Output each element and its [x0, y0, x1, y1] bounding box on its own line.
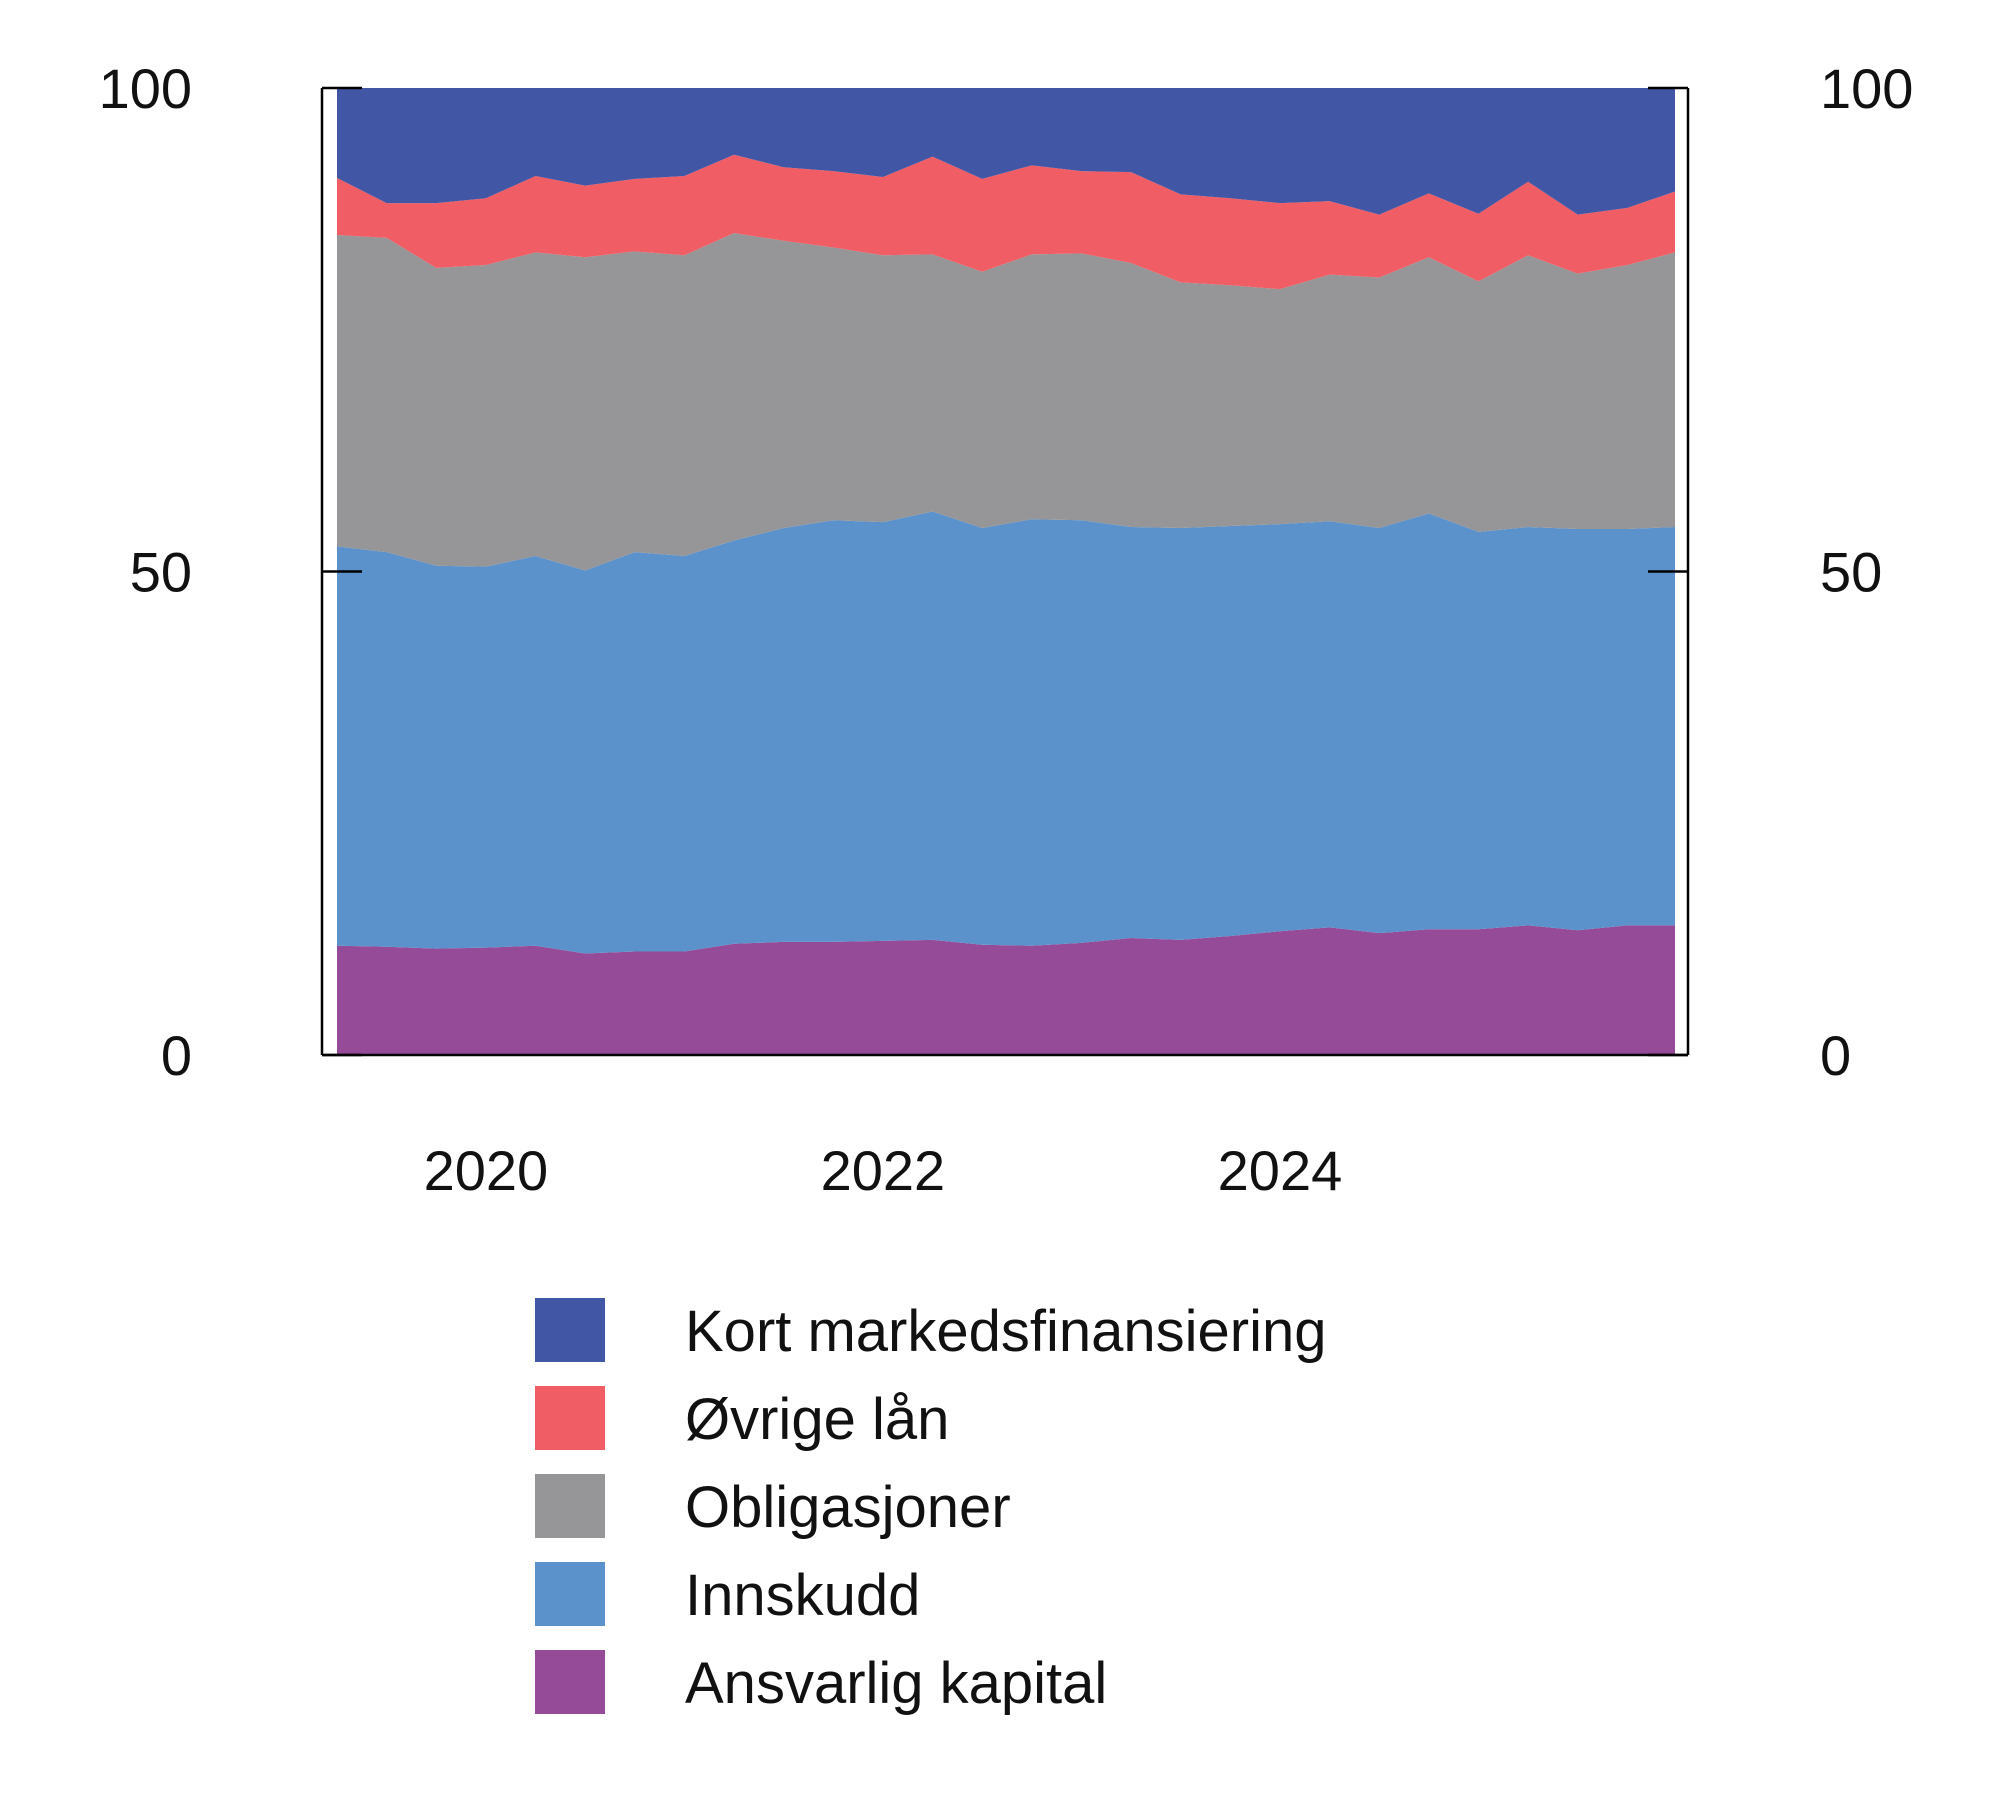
y-tick-label-left: 0	[161, 1024, 192, 1087]
x-tick-label: 2020	[424, 1139, 549, 1202]
area-ovrige-lan	[337, 154, 1675, 290]
legend-label-ovrige-lan: Øvrige lån	[685, 1387, 949, 1452]
area-innskudd	[337, 511, 1675, 954]
legend-swatch-obligasjoner	[535, 1474, 605, 1538]
legend-label-kort-markedsfinansiering: Kort markedsfinansiering	[685, 1299, 1327, 1364]
y-tick-label-right: 100	[1820, 57, 1913, 120]
area-obligasjoner	[337, 233, 1675, 571]
legend-swatch-ansvarlig-kapital	[535, 1650, 605, 1714]
y-tick-label-right: 50	[1820, 541, 1882, 604]
legend-label-ansvarlig-kapital: Ansvarlig kapital	[685, 1651, 1107, 1716]
x-tick-label: 2022	[821, 1139, 946, 1202]
y-tick-label-right: 0	[1820, 1024, 1851, 1087]
legend-label-obligasjoner: Obligasjoner	[685, 1475, 1011, 1540]
x-axis: 2020 2022 2024	[424, 1139, 1343, 1202]
legend: Kort markedsfinansiering Øvrige lån Obliga…	[535, 1298, 1327, 1716]
legend-swatch-kort-markedsfinansiering	[535, 1298, 605, 1362]
legend-label-innskudd: Innskudd	[685, 1563, 920, 1628]
area-ansvarlig-kapital	[337, 925, 1675, 1055]
y-axis-left: 0 50 100	[99, 57, 362, 1087]
y-axis-right: 0 50 100	[1648, 57, 1913, 1087]
legend-swatch-ovrige-lan	[535, 1386, 605, 1450]
y-tick-label-left: 50	[130, 541, 192, 604]
y-tick-label-left: 100	[99, 57, 192, 120]
x-tick-label: 2024	[1218, 1139, 1343, 1202]
legend-swatch-innskudd	[535, 1562, 605, 1626]
area-series-group	[337, 88, 1675, 1055]
area-kort-markedsfinansiering	[337, 88, 1675, 215]
